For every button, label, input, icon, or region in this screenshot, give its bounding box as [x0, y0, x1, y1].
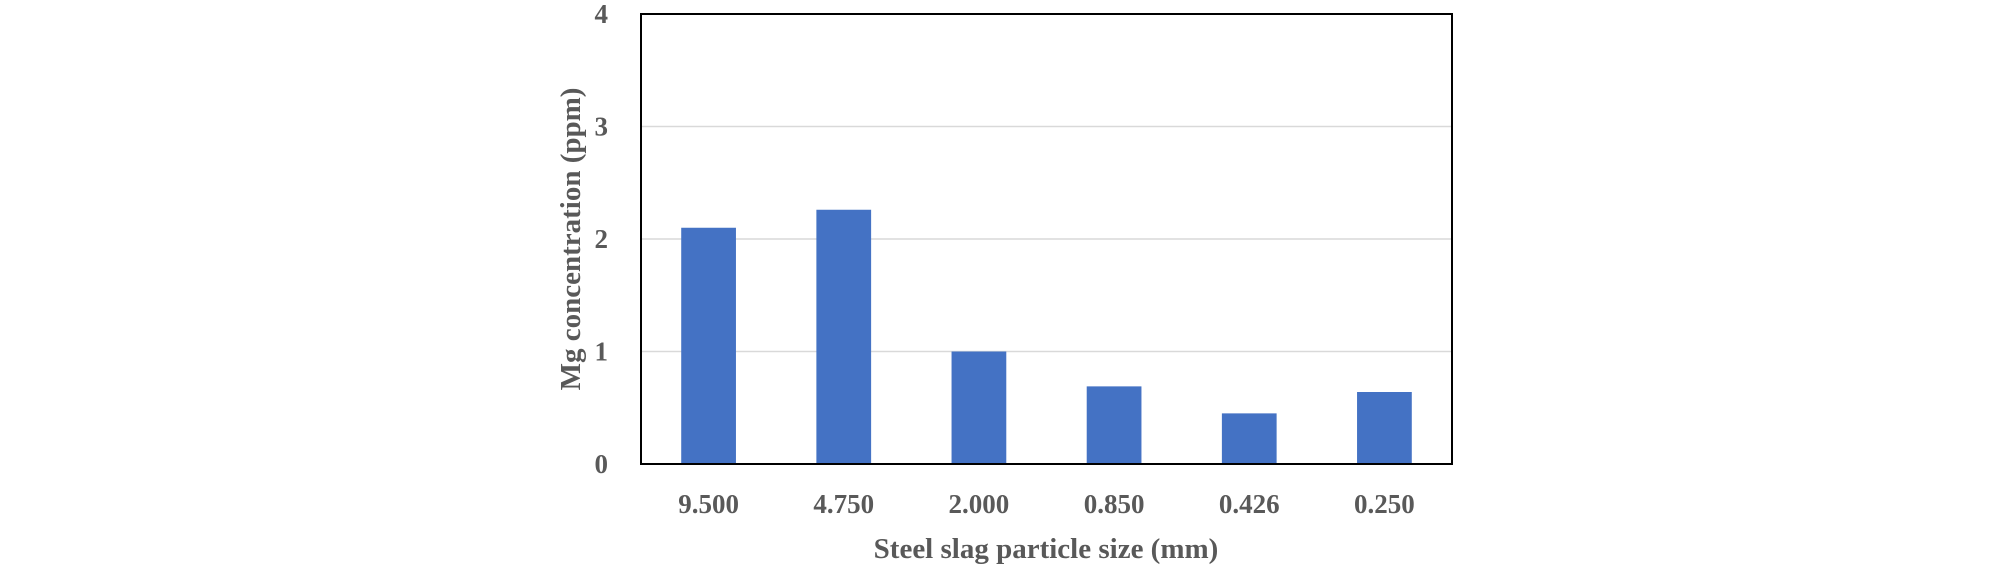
x-tick-label: 0.850 [1084, 489, 1145, 519]
x-tick-label: 9.500 [678, 489, 739, 519]
plot-frame [640, 13, 1453, 465]
bars [681, 209, 1412, 464]
bar-4 [1221, 413, 1277, 464]
gridlines [641, 125, 1452, 353]
bar-3 [1086, 386, 1142, 464]
bar-5 [1357, 392, 1412, 464]
x-tick-label: 2.000 [949, 489, 1010, 519]
y-tick-label: 0 [595, 449, 609, 479]
bar-2 [951, 351, 1007, 464]
y-tick-label: 1 [595, 337, 609, 367]
bar-0 [681, 227, 736, 464]
y-tick-label: 3 [595, 112, 609, 142]
y-axis-title: Mg concentration (ppm) [555, 88, 587, 391]
x-tick-label: 4.750 [813, 489, 874, 519]
x-tick-label: 0.250 [1354, 489, 1415, 519]
x-axis-title: Steel slag particle size (mm) [874, 533, 1219, 565]
x-tick-labels: 9.500 4.750 2.000 0.850 0.426 0.250 [678, 489, 1415, 519]
y-tick-label: 4 [595, 0, 609, 29]
bar-1 [816, 209, 872, 464]
y-tick-labels: 0 1 2 3 4 [595, 0, 609, 479]
x-tick-label: 0.426 [1219, 489, 1280, 519]
y-tick-label: 2 [595, 224, 609, 254]
